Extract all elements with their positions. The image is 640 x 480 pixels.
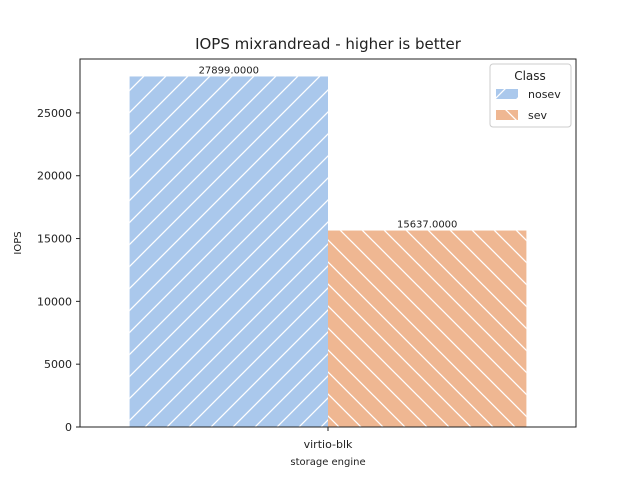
legend: Class nosev sev (489, 63, 572, 128)
y-tick-label: 0 (65, 421, 72, 434)
x-axis: virtio-blk (304, 427, 353, 451)
y-tick-label: 5000 (44, 358, 72, 371)
bars-group: 27899.0000 15637.0000 (129, 65, 527, 427)
legend-label-sev: sev (528, 109, 547, 122)
y-axis-label: IOPS (13, 231, 24, 254)
y-tick-label: 20000 (37, 170, 72, 183)
legend-label-nosev: nosev (528, 88, 561, 101)
y-tick-label: 25000 (37, 107, 72, 120)
bar-hatch-nosev (129, 76, 328, 427)
legend-swatch-hatch-nosev (496, 89, 518, 99)
x-axis-label: storage engine (290, 457, 365, 468)
y-tick-label: 15000 (37, 233, 72, 246)
y-tick-label: 10000 (37, 295, 72, 308)
data-label-nosev: 27899.0000 (199, 65, 259, 76)
chart-title: IOPS mixrandread - higher is better (195, 35, 462, 53)
plot-frame (79, 58, 577, 428)
x-tick-label: virtio-blk (304, 438, 353, 451)
legend-swatch-hatch-sev (496, 110, 518, 120)
y-axis: 0 5000 10000 15000 20000 25000 (37, 107, 80, 434)
data-label-sev: 15637.0000 (397, 220, 457, 231)
bar-hatch-sev (328, 230, 527, 427)
legend-title: Class (514, 69, 546, 83)
